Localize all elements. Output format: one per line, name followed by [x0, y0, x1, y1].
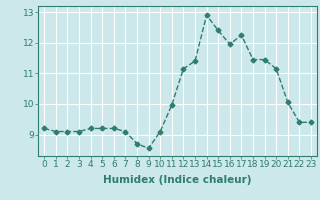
X-axis label: Humidex (Indice chaleur): Humidex (Indice chaleur) [103, 175, 252, 185]
